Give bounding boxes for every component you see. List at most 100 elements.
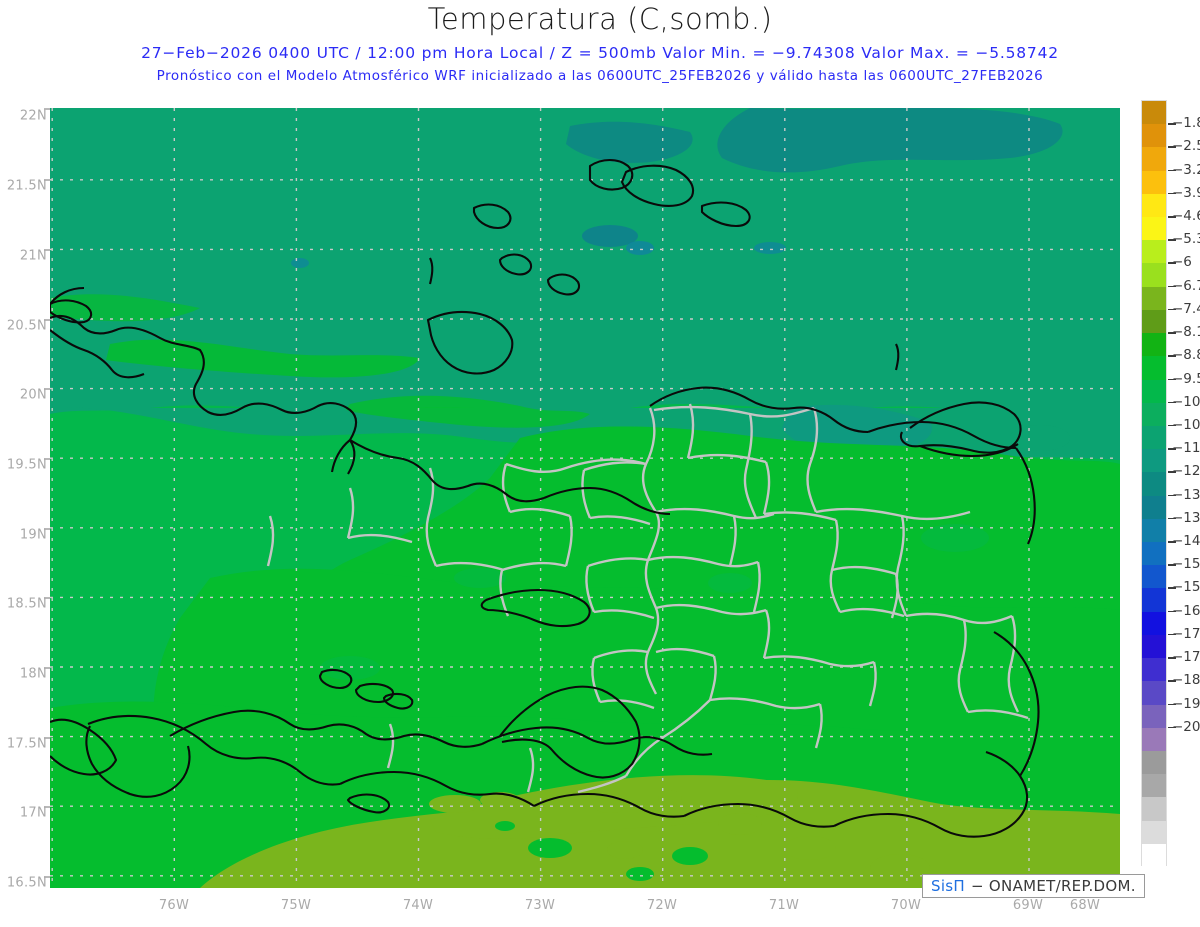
colorbar-swatch [1142, 797, 1166, 822]
x-axis-label: 71W [768, 898, 800, 913]
y-axis-label: 19N [19, 527, 47, 543]
lat-lon-gridlines [50, 108, 1120, 888]
y-axis-label: 20.5N [6, 318, 47, 334]
colorbar-tick-label: −13 [1172, 486, 1200, 503]
colorbar-tick-label: −7.4 [1172, 300, 1200, 317]
colorbar-tick-label: −8.8 [1172, 347, 1200, 364]
colorbar-tick-label: −9.5 [1172, 370, 1200, 387]
y-axis-label: 21N [19, 248, 47, 264]
colorbar-tick-label: −17.9 [1172, 649, 1200, 666]
colorbar-swatch [1142, 240, 1166, 265]
colorbar-tick [1168, 285, 1176, 288]
colorbar-swatch [1142, 449, 1166, 473]
colorbar-tick [1168, 680, 1176, 682]
page-title: Temperatura (C,somb.) [427, 2, 773, 36]
colorbar-swatch [1142, 425, 1166, 450]
x-axis-label: 70W [890, 898, 922, 913]
colorbar-tick-label: −4.6 [1172, 208, 1200, 225]
colorbar-tick-label: −15.8 [1172, 579, 1200, 596]
colorbar-tick [1168, 169, 1176, 172]
colorbar-tick-label: −3.2 [1172, 161, 1200, 178]
x-axis-label: 68W [1069, 898, 1101, 913]
colorbar[interactable] [1141, 100, 1167, 868]
colorbar-tick [1168, 424, 1176, 427]
colorbar-swatch [1142, 356, 1166, 381]
x-axis-label: 74W [402, 898, 434, 913]
colorbar-tick-label: −17.2 [1172, 625, 1200, 642]
x-axis-label: 73W [524, 898, 556, 913]
y-axis-label: 16.5N [6, 875, 47, 891]
colorbar-tick-label: −14.4 [1172, 533, 1200, 550]
colorbar-tick [1168, 123, 1176, 125]
colorbar-swatch [1142, 170, 1166, 195]
colorbar-swatch [1142, 402, 1166, 427]
colorbar-tick [1168, 564, 1176, 566]
colorbar-tick [1168, 239, 1176, 241]
province-borders-layer [266, 403, 1029, 794]
colorbar-swatch [1142, 658, 1166, 682]
colorbar-tick [1168, 216, 1176, 218]
colorbar-swatch [1142, 217, 1166, 241]
colorbar-swatch [1142, 518, 1166, 543]
x-axis-label: 75W [280, 898, 312, 913]
colorbar-tick-label: −6 [1172, 254, 1192, 271]
y-axis-label: 17.5N [6, 736, 47, 752]
colorbar-swatch [1142, 588, 1166, 613]
y-axis-label: 22N [19, 108, 47, 124]
colorbar-swatch [1142, 263, 1166, 288]
colorbar-tick [1168, 517, 1176, 520]
colorbar-swatch [1142, 727, 1166, 752]
colorbar-swatch [1142, 193, 1166, 218]
colorbar-swatch [1142, 681, 1166, 706]
colorbar-tick [1168, 726, 1176, 729]
colorbar-swatch [1142, 309, 1166, 334]
colorbar-swatch [1142, 843, 1166, 868]
map-plot-area[interactable] [50, 108, 1120, 888]
agency-logo-box: Sis Π − ONAMET/REP.DOM. [922, 874, 1145, 898]
colorbar-tick [1168, 192, 1176, 195]
colorbar-tick-label: −20 [1172, 718, 1200, 735]
colorbar-tick-label: −15.1 [1172, 556, 1200, 573]
y-axis-label: 19.5N [6, 457, 47, 473]
colorbar-tick [1168, 587, 1176, 589]
colorbar-tick-label: −18.6 [1172, 672, 1200, 689]
y-axis-label: 20N [19, 387, 47, 403]
colorbar-tick-label: −3.9 [1172, 184, 1200, 201]
colorbar-tick-label: −10.9 [1172, 416, 1200, 433]
colorbar-swatch [1142, 704, 1166, 729]
colorbar-tick-label: −2.5 [1172, 138, 1200, 155]
colorbar-tick [1168, 610, 1176, 613]
colorbar-tick [1168, 332, 1176, 334]
colorbar-tick-label: −8.1 [1172, 324, 1200, 341]
colorbar-tick [1168, 541, 1176, 543]
colorbar-swatch [1142, 379, 1166, 404]
y-axis-label: 18N [19, 666, 47, 682]
colorbar-tick-label: −12.3 [1172, 463, 1200, 480]
model-description-line: Pronóstico con el Modelo Atmosférico WRF… [156, 68, 1044, 84]
colorbar-tick [1168, 355, 1176, 357]
y-axis-label: 21.5N [6, 178, 47, 194]
colorbar-tick [1168, 262, 1176, 264]
logo-brand-text: Sis [931, 877, 954, 895]
colorbar-swatch [1142, 565, 1166, 590]
x-axis-label: 72W [646, 898, 678, 913]
pi-symbol-icon: Π [953, 877, 965, 895]
y-axis-label: 17N [19, 805, 47, 821]
colorbar-tick [1168, 401, 1176, 404]
y-axis-label: 18.5N [6, 596, 47, 612]
colorbar-tick [1168, 494, 1176, 497]
colorbar-tick [1168, 448, 1176, 450]
coastlines-layer [50, 158, 1040, 838]
logo-agency-text: − ONAMET/REP.DOM. [971, 877, 1136, 895]
colorbar-tick [1168, 378, 1176, 381]
colorbar-tick-label: −6.7 [1172, 277, 1200, 294]
colorbar-swatch [1142, 124, 1166, 148]
colorbar-tick-label: −13.7 [1172, 509, 1200, 526]
colorbar-swatch [1142, 286, 1166, 311]
colorbar-tick-label: −10.2 [1172, 393, 1200, 410]
colorbar-swatch [1142, 147, 1166, 172]
x-axis-label: 69W [1012, 898, 1044, 913]
colorbar-tick-label: −11.6 [1172, 440, 1200, 457]
colorbar-swatch [1142, 611, 1166, 636]
colorbar-swatch [1142, 542, 1166, 566]
